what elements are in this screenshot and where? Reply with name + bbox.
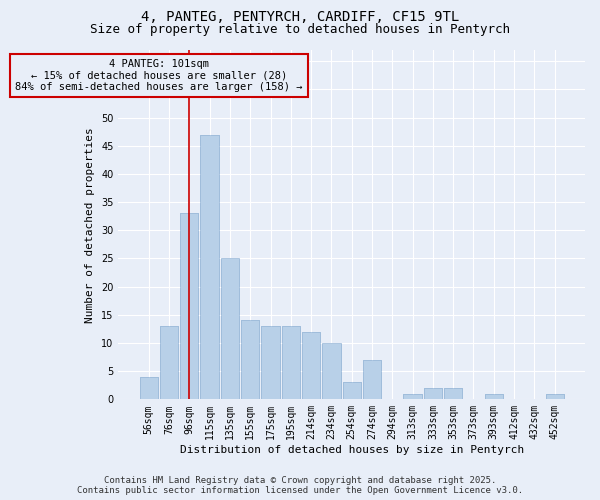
Text: Size of property relative to detached houses in Pentyrch: Size of property relative to detached ho… (90, 22, 510, 36)
Bar (200, 134, 219, 400)
Bar (322, 343, 341, 400)
Text: 4, PANTEG, PENTYRCH, CARDIFF, CF15 9TL: 4, PANTEG, PENTYRCH, CARDIFF, CF15 9TL (141, 10, 459, 24)
Bar (403, 394, 422, 400)
Bar (281, 326, 300, 400)
Bar (444, 388, 463, 400)
Bar (140, 377, 158, 400)
Bar (160, 326, 178, 400)
Bar (221, 258, 239, 400)
Bar (363, 360, 381, 400)
Bar (160, 326, 178, 400)
Bar (363, 360, 381, 400)
X-axis label: Distribution of detached houses by size in Pentyrch: Distribution of detached houses by size … (179, 445, 524, 455)
Bar (485, 394, 503, 400)
Bar (545, 394, 564, 400)
Bar (302, 332, 320, 400)
Bar (302, 332, 320, 400)
Bar (262, 326, 280, 400)
Bar (140, 377, 158, 400)
Bar (343, 382, 361, 400)
Text: 4 PANTEG: 101sqm
← 15% of detached houses are smaller (28)
84% of semi-detached : 4 PANTEG: 101sqm ← 15% of detached house… (15, 59, 302, 92)
Bar (180, 214, 199, 400)
Bar (281, 326, 300, 400)
Bar (424, 388, 442, 400)
Bar (485, 394, 503, 400)
Bar (444, 388, 463, 400)
Bar (241, 320, 259, 400)
Bar (262, 326, 280, 400)
Bar (241, 320, 259, 400)
Y-axis label: Number of detached properties: Number of detached properties (85, 127, 95, 322)
Bar (545, 394, 564, 400)
Bar (180, 214, 199, 400)
Bar (343, 382, 361, 400)
Bar (200, 134, 219, 400)
Text: Contains HM Land Registry data © Crown copyright and database right 2025.
Contai: Contains HM Land Registry data © Crown c… (77, 476, 523, 495)
Bar (322, 343, 341, 400)
Bar (403, 394, 422, 400)
Bar (221, 258, 239, 400)
Bar (424, 388, 442, 400)
